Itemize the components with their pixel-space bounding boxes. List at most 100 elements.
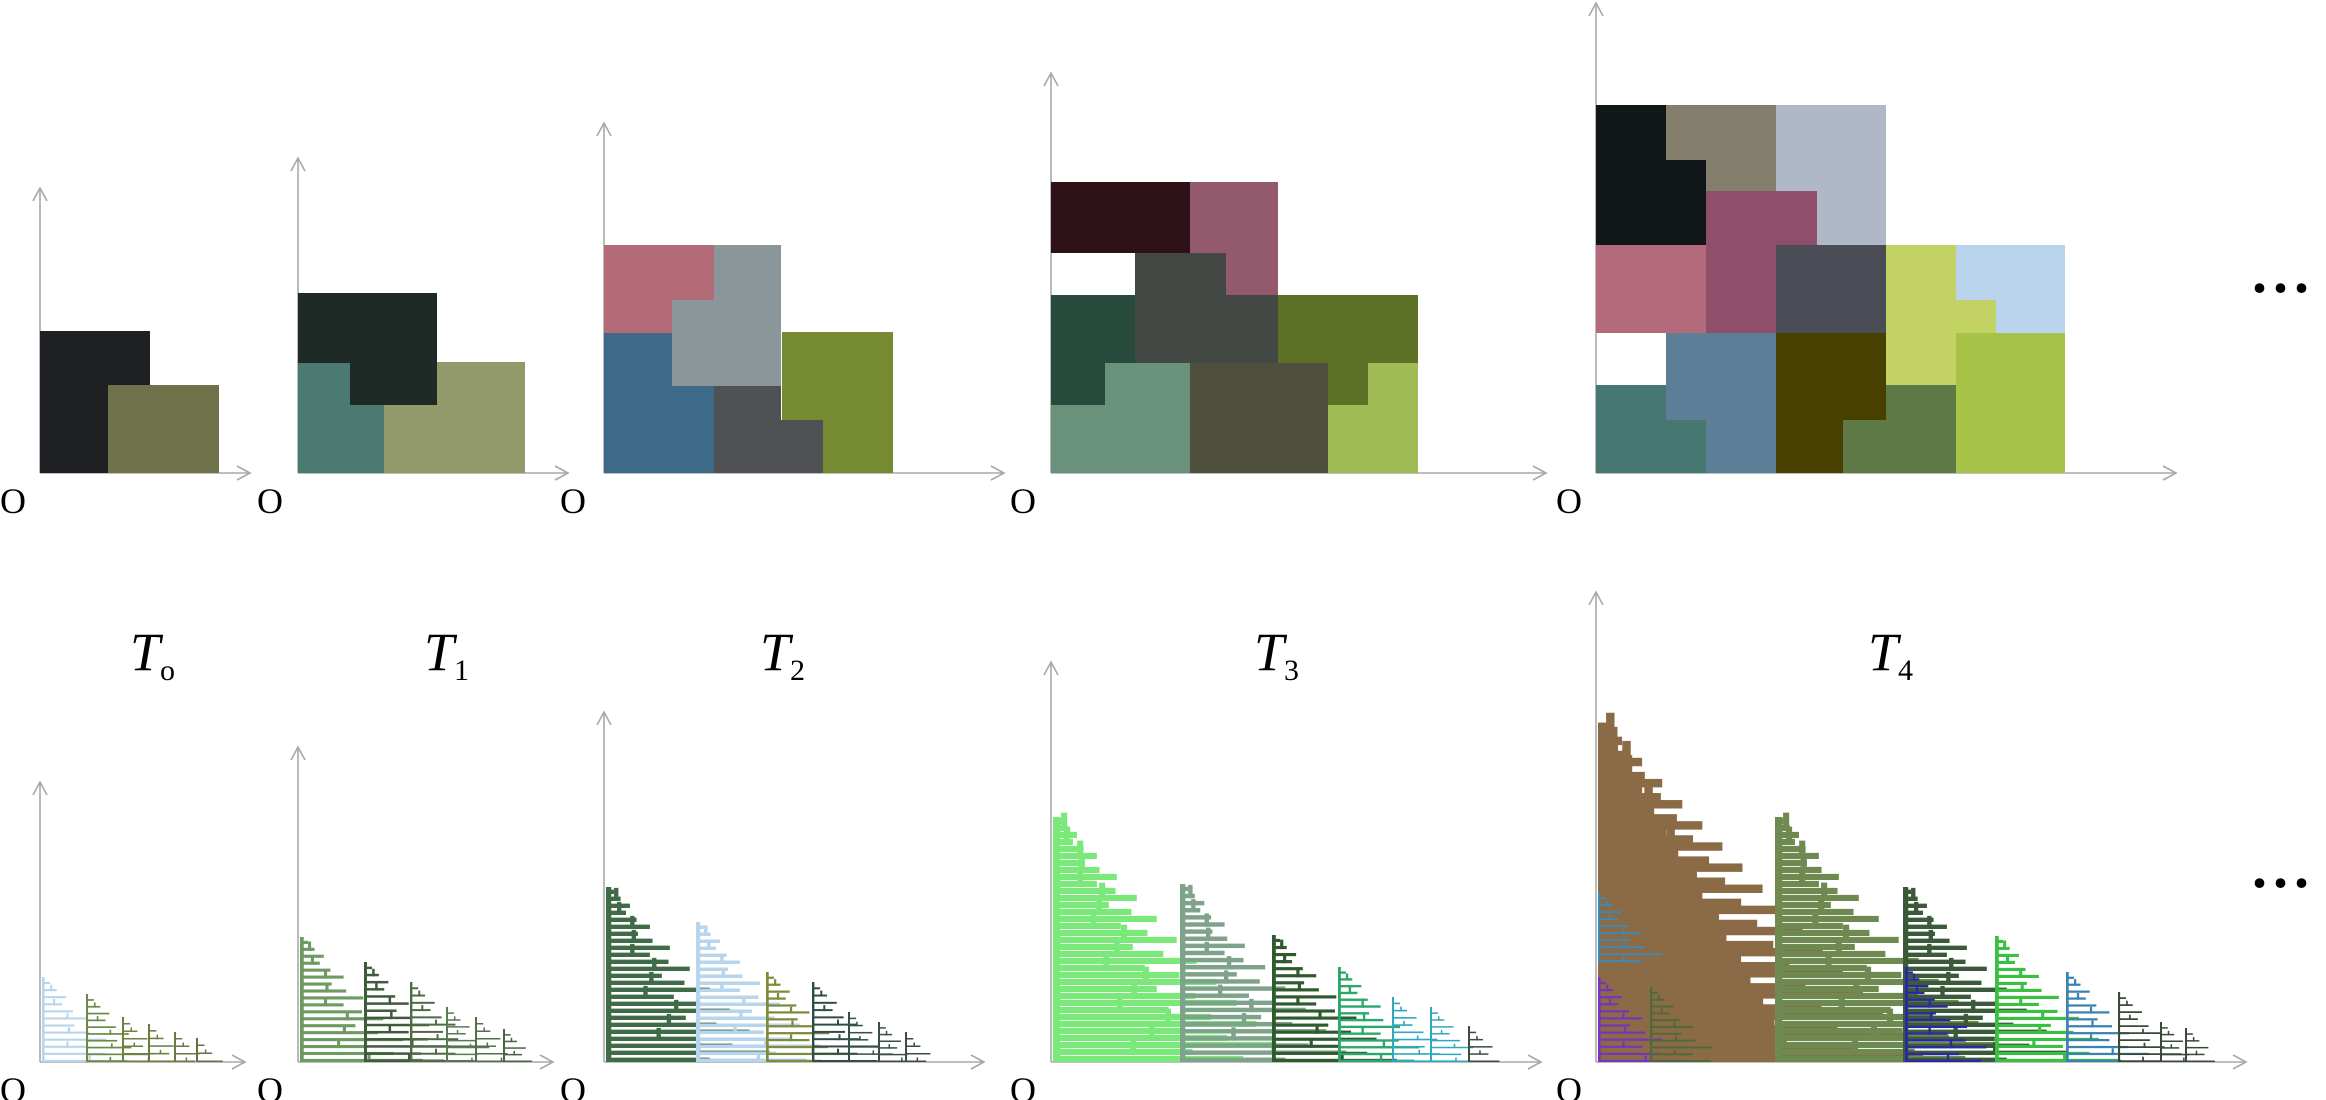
tree-t4-6-branch-18 [1903,1008,2027,1013]
tree-t4-7-twig-4 [1915,987,1919,995]
x-axis-arrow-t2-bottom [970,1054,986,1070]
tree-t3-3 [1272,935,1397,1062]
tree-t3-2-twig-6 [1204,913,1209,927]
tree-t4-10-branch-4 [2118,1018,2138,1020]
tree-t4-9-branch-5 [2066,1004,2097,1007]
tree-t4-3-twig-10 [1622,1041,1625,1048]
tree-t0-4-twig-2 [156,1034,159,1040]
tree-t4-12-twig-2 [2192,1037,2195,1042]
tree-t0-6 [196,1038,223,1062]
tree-t4-5-twig-10 [1799,868,1806,887]
tree-t4-1-twig-30 [1710,909,1720,936]
tree-t3-3-branch-16 [1272,1044,1341,1048]
x-axis-arrow-t4-bottom [2232,1054,2248,1070]
tree-t3-2-branch-9 [1180,943,1245,949]
tree-t2-2-branch-2 [696,932,711,936]
tree-t3-2-twig-18 [1249,998,1254,1013]
tree-t4-6-twig-16 [1940,985,1945,999]
tree-t3-7-branch-3 [1468,1046,1493,1048]
tree-t4-9-branch-7 [2066,1018,2098,1021]
tree-t3-3-branch-14 [1272,1030,1352,1034]
tree-t0-2-twig-6 [109,1029,112,1035]
tree-t4-2-branch-5 [1598,925,1629,927]
tree-t4-5-twig-20 [1835,938,1842,957]
tree-t4-10 [2118,992,2182,1062]
tree-t4-8-twig-14 [2038,1024,2042,1034]
tree-t2-7-twig-4 [916,1057,919,1062]
tree-t4-1-twig-26 [1676,881,1686,908]
tree-t1-6-branch-5 [503,1060,533,1062]
tree-t2-3-branch-7 [766,1018,798,1021]
tree-t3-6-twig-2 [1437,1016,1440,1021]
tree-t3-7-branch-4 [1468,1053,1489,1055]
tree-t4-6-branch-19 [1903,1015,1983,1020]
tree-t2-1-branch-8 [606,938,653,943]
tree-t1-2-branch-2 [364,973,379,977]
tree-t4-1-twig-28 [1662,895,1671,922]
tree-t3-2-twig-10 [1204,941,1209,956]
tree-t4-6-branch-14 [1903,980,1982,985]
x-axis-arrow-t0-top [236,465,252,481]
tree-t4-8-branch-4 [1995,960,2015,964]
tree-t4-5-twig-26 [1853,980,1860,999]
tree-t4-12-branch-2 [2185,1040,2200,1042]
tree-t2-6-branch-2 [878,1033,893,1036]
tree-t3-1-branch-31 [1053,1027,1181,1034]
tree-t3-3-twig-14 [1315,1024,1319,1034]
tree-t3-7-branch-1 [1468,1031,1477,1034]
tree-t2-6-twig-4 [888,1044,891,1049]
tree-t0-5-branch-2 [174,1045,190,1047]
tree-t4-1-branch-37 [1598,976,1751,985]
tree-t4-6-branch-22 [1903,1036,1995,1041]
tree-t3-4-branch-11 [1338,1039,1399,1042]
tree-t3-2-branch-5 [1180,915,1212,920]
tree-t4-6-branch-1 [1903,889,1911,894]
tree-t3-2-twig-14 [1223,970,1229,984]
tree-t2-1-branch-23 [606,1043,733,1048]
origin-label-t0-top: O [0,481,26,521]
y-axis-arrow-t4-bottom [1588,590,1604,606]
tree-t4-3-branch-3 [1598,996,1623,999]
tree-t2-6-branch-6 [878,1060,920,1062]
x-axis-arrow-t2-top [990,465,1006,481]
tree-t4-3-branch-4 [1598,1003,1619,1006]
tree-t3-1-twig-30 [1164,1008,1172,1027]
tree-t4-9-branch-8 [2066,1025,2113,1028]
tree-t2-7-twig-2 [913,1042,915,1047]
tree-t4-1-branch-15 [1598,821,1703,830]
tree-t3-4 [1338,967,1420,1062]
tree-t4-5-branch-33 [1775,1041,1999,1048]
tree-t3-1-branch-9 [1053,873,1117,880]
tree-t2-1-branch-16 [606,994,674,999]
tree-t2-1-branch-7 [606,931,638,936]
tree-t3-2-branch-1 [1180,886,1189,892]
tree-t2-4-branch-1 [812,987,821,990]
tree-t3-1-twig-34 [1129,1036,1136,1055]
tree-t1-2-branch-14 [364,1059,444,1062]
tree-t4-7-branch-12 [1905,1046,1987,1049]
axes-t2-bottom [596,710,986,1070]
tree-t4-1-branch-47 [1598,1046,1854,1055]
tree-t2-3-branch-13 [766,1059,822,1062]
tree-t4-2-branch-2 [1598,904,1613,906]
tree-t1-1-branch-15 [300,1038,403,1042]
tree-t3-1-branch-12 [1053,894,1137,901]
tree-t2-4-branch-3 [812,1001,837,1004]
tree-t0-3-branch-1 [122,1023,131,1025]
tree-t3-5-twig-8 [1418,1049,1420,1055]
tree-t3-7-branch-5 [1468,1060,1500,1062]
tree-t3-3-branch-10 [1272,1002,1317,1006]
tile-t4-13 [1956,333,2065,473]
tiling-t1 [298,293,525,473]
tree-t4-12-branch-3 [2185,1046,2209,1049]
tile-t4-2 [1666,105,1776,191]
tree-t2-4-twig-6 [837,1019,839,1026]
tree-t4-5-branch-6 [1775,852,1819,859]
tree-t1-3-twig-10 [435,1048,437,1055]
tree-t4-5-twig-6 [1799,840,1806,859]
tree-t1-3-branch-7 [410,1030,444,1033]
tree-t3-2-twig-22 [1231,1027,1236,1041]
tree-t4-4 [1650,987,1713,1062]
tree-t4-9-twig-6 [2089,1006,2093,1014]
tree-t4-10-twig-2 [2126,1000,2128,1006]
